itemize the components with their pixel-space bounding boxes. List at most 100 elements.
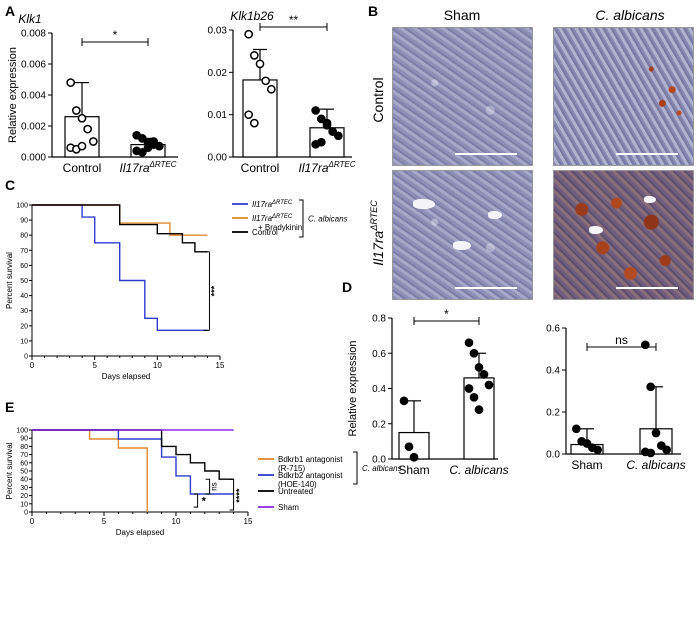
x-tick-label: Control [63,161,102,175]
y-tick-label: 70 [20,248,28,255]
chart-title: Klk1b26 [230,9,274,23]
y-axis-label: Percent survival [5,442,14,499]
y-tick-label: 0.000 [21,153,46,164]
data-point [469,392,479,402]
x-tick-label-text: Sham [398,463,429,477]
y-tick-label: 20 [20,493,28,500]
x-tick-label: 5 [102,517,107,526]
y-tick-label: 0.0 [372,455,386,466]
group-label: C. albicans [362,464,402,473]
significance-label: ** [289,13,299,27]
legend-label-text: Il17ra [252,200,273,209]
x-tick-label-text: Il17ra [119,161,149,175]
vessel-lumen [413,199,435,209]
stain-spots [554,28,693,165]
data-point [143,143,153,153]
data-point [316,114,326,124]
data-point [484,380,494,390]
data-point [137,148,147,157]
data-point [261,76,271,86]
vessel-lumen [589,226,603,234]
y-tick-label: 40 [20,293,28,300]
legend-label-sup: ΔRTEC [271,214,293,220]
y-tick-label: 0.6 [372,349,386,360]
vessel-lumen [453,241,471,250]
data-point [316,137,326,147]
x-tick-label: 0 [30,517,35,526]
y-tick-label: 30 [20,308,28,315]
micrograph-il17ra-sham [392,170,533,300]
panel-letter-a: A [5,3,15,19]
data-point [464,384,474,393]
x-tick-label: 5 [92,361,97,370]
data-point [77,113,87,123]
bar [463,377,495,460]
data-point [71,106,81,115]
data-point [244,110,254,120]
y-tick-label: 0.2 [546,408,560,419]
micro-row-label-sup: ΔRTEC [369,200,379,232]
data-point [404,442,414,452]
group-label: C. albicans [308,215,348,224]
data-point [464,338,474,348]
x-tick-label-text: C. albicans [449,463,508,477]
y-tick-label: 0.2 [372,419,386,430]
y-tick-label: 0.00 [208,153,228,164]
y-tick-label: 80 [20,233,28,240]
x-tick-label-text: Control [241,161,280,175]
panel-letter-d: D [342,279,352,295]
significance-label: * [202,496,207,508]
data-point [474,405,484,414]
data-point [479,370,489,379]
data-point [149,137,159,146]
y-tick-label: 70 [20,452,28,459]
data-point [651,428,661,438]
data-point [311,106,321,115]
x-tick-label-text: Il17ra [298,161,328,175]
chart-a2: Klk1b26 0.00 0.01 0.02 0.03 Control Il17raΔRTE… [208,9,356,175]
y-axis-label: Percent survival [5,252,14,309]
data-point [571,424,581,434]
data-point [66,78,76,87]
data-point [244,29,254,39]
data-point [88,137,98,146]
data-point [255,59,265,69]
y-tick-label: 0.8 [372,314,386,325]
survival-line [32,429,148,512]
legend-label-text: Bdkrb2 antagonist [278,471,343,480]
y-tick-label: 20 [20,323,28,330]
panel-letter-c: C [5,177,15,193]
y-tick-label: 10 [20,338,28,345]
group-bracket [353,451,358,485]
data-point [646,448,656,458]
y-tick-label: 0.03 [208,26,228,37]
data-point [328,127,338,136]
significance-bracket [193,493,199,508]
y-tick-label: 0 [24,510,28,517]
x-tick-label-text: Sham [571,458,602,472]
y-tick-label: 50 [20,469,28,476]
vessel-lumen [644,196,656,203]
legend-label-extra: + Bradykinin [258,223,302,232]
scale-bar [616,153,678,155]
y-axis-label: Relative expression [7,47,19,143]
y-axis-label: Relative expression [347,341,359,437]
significance-bracket [229,478,235,511]
legend-label-text: Untreated [278,487,313,496]
y-tick-label: 0.0 [546,450,560,461]
data-point [137,134,147,143]
data-point [83,124,93,134]
survival-line [32,429,234,495]
micrograph-control-calbicans [553,27,694,166]
legend-label: Il17raΔRTEC [252,214,293,223]
data-point [646,382,656,392]
x-tick-label: Il17raΔRTEC [119,160,176,175]
significance-label: * [113,28,118,42]
legend-label: Il17raΔRTEC [252,200,293,209]
y-tick-label: 0.002 [21,122,46,133]
scale-bar [455,153,517,155]
panel-letter-b: B [368,3,378,19]
